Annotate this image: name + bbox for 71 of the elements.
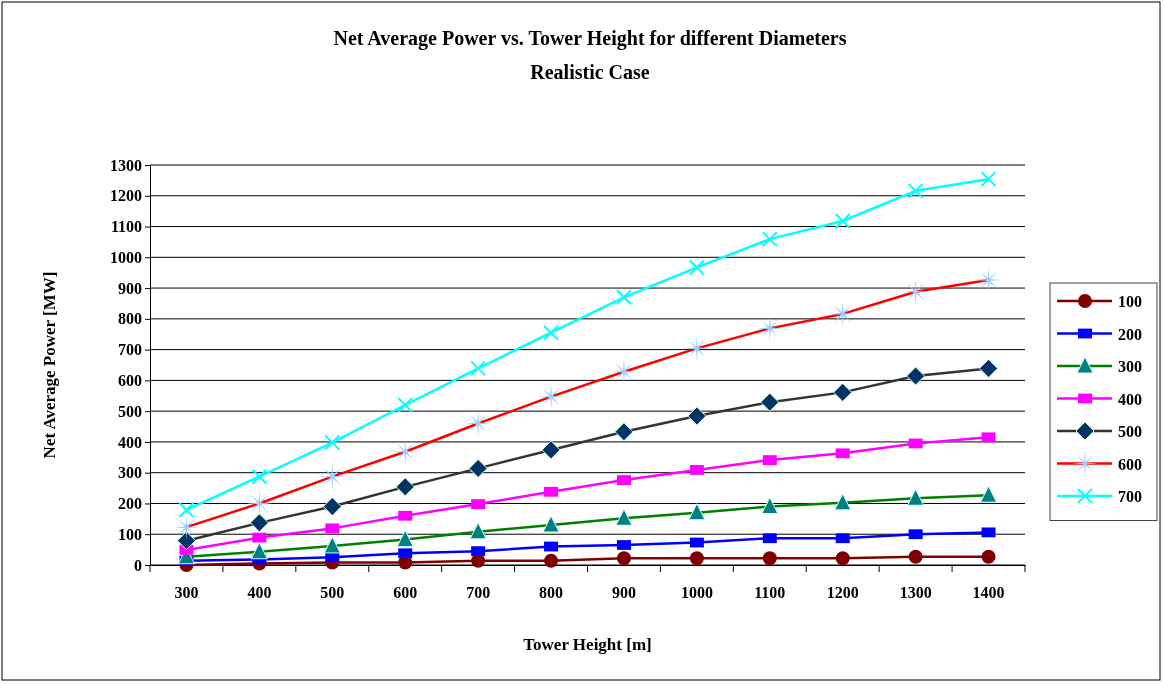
legend-label: 700 bbox=[1118, 488, 1142, 505]
point bbox=[762, 533, 777, 544]
point bbox=[981, 549, 996, 564]
legend-label: 200 bbox=[1118, 325, 1142, 343]
point bbox=[689, 537, 704, 548]
point bbox=[688, 259, 705, 276]
point bbox=[544, 541, 559, 552]
point bbox=[398, 548, 413, 559]
y-tick-label: 1000 bbox=[110, 248, 142, 266]
x-tick-label: 400 bbox=[247, 584, 272, 602]
point bbox=[324, 434, 341, 451]
x-tick-label: 1100 bbox=[754, 584, 786, 602]
point bbox=[834, 213, 851, 229]
x-tick-label: 1200 bbox=[826, 584, 859, 602]
x-tick-label: 900 bbox=[611, 584, 636, 602]
point bbox=[251, 468, 268, 485]
legend-label: 100 bbox=[1118, 293, 1142, 310]
point bbox=[397, 397, 414, 413]
point bbox=[981, 527, 996, 538]
point bbox=[908, 529, 923, 540]
point bbox=[762, 551, 777, 566]
point bbox=[544, 553, 559, 568]
point bbox=[470, 360, 487, 377]
y-tick-label: 100 bbox=[118, 525, 142, 543]
y-axis-title: Net Average Power [MW] bbox=[40, 271, 59, 459]
y-tick-label: 300 bbox=[118, 464, 142, 482]
y-tick-label: 900 bbox=[118, 279, 142, 297]
point bbox=[761, 231, 778, 248]
point bbox=[252, 532, 267, 543]
point bbox=[689, 551, 704, 566]
y-tick-label: 400 bbox=[118, 433, 142, 451]
legend-label: 300 bbox=[1118, 358, 1142, 375]
point bbox=[325, 523, 340, 534]
y-tick-label: 0 bbox=[134, 556, 142, 574]
x-tick-label: 1400 bbox=[972, 584, 1005, 602]
x-tick-label: 1300 bbox=[899, 584, 932, 602]
point bbox=[980, 171, 997, 188]
y-tick-label: 1200 bbox=[110, 187, 142, 205]
point bbox=[616, 551, 631, 566]
legend-label: 500 bbox=[1118, 423, 1142, 440]
legend-label: 600 bbox=[1118, 455, 1142, 473]
y-tick-label: 600 bbox=[118, 372, 142, 389]
x-tick-label: 500 bbox=[320, 584, 345, 602]
x-tick-label: 800 bbox=[539, 584, 564, 602]
legend-label: 400 bbox=[1118, 390, 1142, 408]
x-axis-title: Tower Height [m] bbox=[523, 635, 652, 654]
chart-subtitle: Realistic Case bbox=[530, 61, 650, 83]
x-tick-label: 300 bbox=[174, 584, 199, 602]
x-tick-label: 600 bbox=[393, 584, 418, 602]
point bbox=[543, 324, 560, 341]
y-tick-label: 1300 bbox=[110, 156, 142, 174]
point bbox=[908, 549, 923, 564]
point bbox=[471, 546, 486, 557]
point bbox=[835, 551, 850, 566]
point bbox=[907, 182, 924, 199]
x-tick-label: 700 bbox=[466, 584, 491, 602]
point bbox=[835, 533, 850, 544]
point bbox=[398, 510, 413, 521]
point bbox=[615, 289, 632, 306]
y-tick-label: 500 bbox=[118, 402, 142, 420]
y-tick-label: 200 bbox=[118, 495, 142, 513]
point bbox=[178, 501, 195, 518]
chart-title: Net Average Power vs. Tower Height for different Diameters bbox=[333, 27, 847, 50]
y-tick-label: 800 bbox=[118, 310, 142, 328]
point bbox=[981, 432, 996, 443]
x-tick-label: 1000 bbox=[680, 584, 713, 602]
point bbox=[835, 448, 850, 459]
point bbox=[908, 438, 923, 449]
point bbox=[544, 486, 559, 497]
y-tick-label: 700 bbox=[118, 341, 142, 359]
y-tick-label: 1100 bbox=[110, 218, 142, 236]
